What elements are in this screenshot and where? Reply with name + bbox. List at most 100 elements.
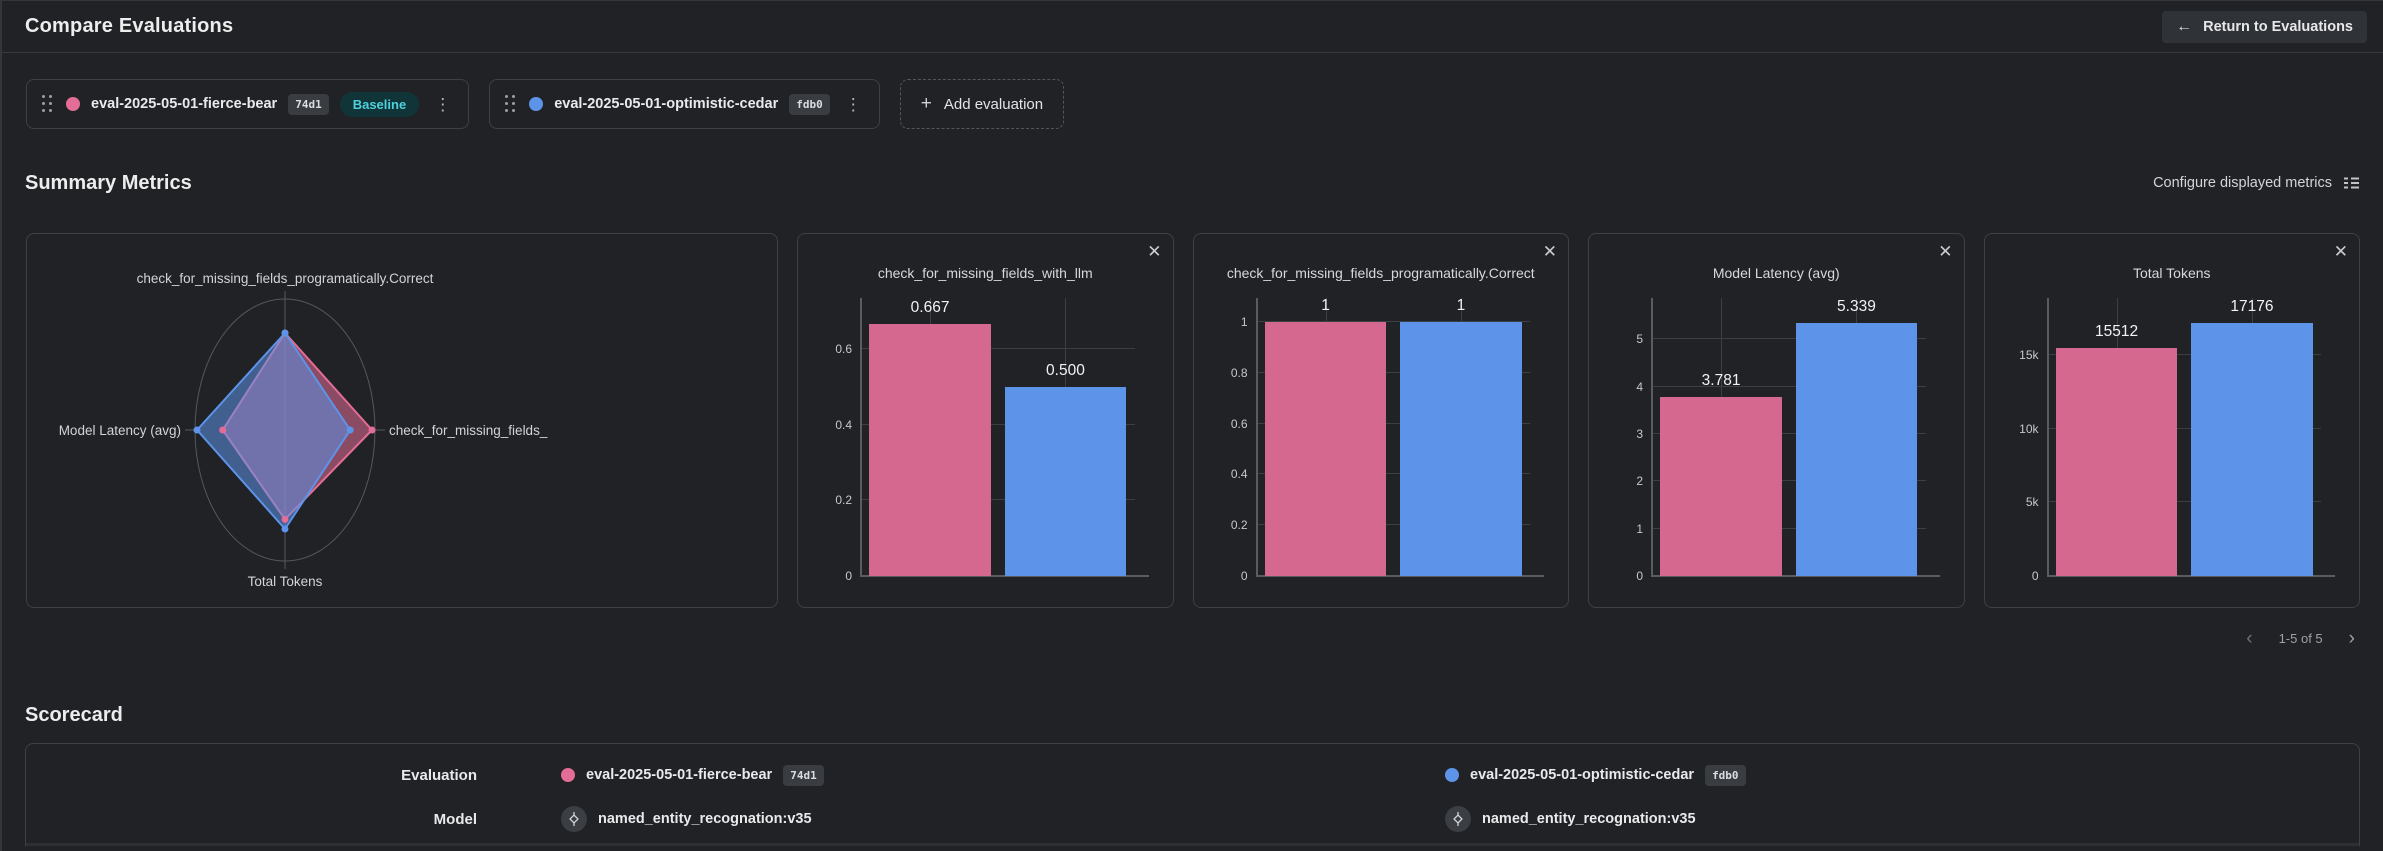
bar-compare bbox=[1795, 323, 1918, 576]
radar-chart-card: check_for_missing_fields_programatically… bbox=[26, 233, 778, 608]
evaluation-color-dot bbox=[1445, 768, 1459, 782]
scorecard-evaluation-cell[interactable]: eval-2025-05-01-fierce-bear 74d1 bbox=[477, 764, 1361, 786]
model-icon bbox=[561, 806, 587, 832]
radar-vertex-dot bbox=[368, 426, 376, 434]
configure-label: Configure displayed metrics bbox=[2153, 175, 2332, 191]
kebab-menu-icon[interactable]: ⋮ bbox=[841, 94, 866, 115]
metric-bar-card: ✕ Model Latency (avg) 0 1 2 3 4 5 3.781 5.339 bbox=[1588, 233, 1965, 608]
metric-card-title: Total Tokens bbox=[2132, 265, 2211, 281]
model-name: named_entity_recognation:v35 bbox=[598, 811, 812, 827]
bar-plot: 0 5k 10k 15k 15512 17176 bbox=[2019, 298, 2335, 583]
y-axis-tick-label: 0 bbox=[2031, 569, 2039, 583]
close-icon[interactable]: ✕ bbox=[2333, 242, 2348, 261]
radar-vertex-dot bbox=[193, 426, 201, 434]
gridline bbox=[1256, 524, 1530, 526]
bar-plot: 0 0.2 0.4 0.6 0.667 0.500 bbox=[835, 298, 1149, 583]
gridline bbox=[2047, 501, 2321, 503]
scorecard-title: Scorecard bbox=[25, 704, 123, 726]
y-axis-line bbox=[860, 298, 862, 576]
model-icon bbox=[1445, 806, 1471, 832]
gridline bbox=[2047, 354, 2321, 356]
radar-vertex-dot bbox=[281, 525, 289, 533]
bar-plot: 0 1 2 3 4 5 3.781 5.339 bbox=[1636, 298, 1940, 583]
scorecard-evaluation-cell[interactable]: eval-2025-05-01-optimistic-cedar fdb0 bbox=[1361, 764, 2359, 786]
y-axis-tick-label: 0.4 bbox=[1230, 467, 1248, 482]
radar-vertex-dot bbox=[281, 515, 289, 523]
pagination-range: 1-5 of 5 bbox=[2278, 630, 2323, 646]
evaluation-name: eval-2025-05-01-fierce-bear bbox=[91, 96, 278, 112]
configure-displayed-metrics-button[interactable]: Configure displayed metrics bbox=[2153, 174, 2360, 192]
scorecard-row-label: Evaluation bbox=[401, 766, 477, 784]
evaluation-color-dot bbox=[561, 768, 575, 782]
y-axis-tick-label: 4 bbox=[1636, 379, 1643, 394]
bar-baseline bbox=[1264, 322, 1387, 576]
y-axis-line bbox=[1651, 298, 1653, 576]
x-axis-line bbox=[860, 575, 1149, 577]
back-arrow-icon: ← bbox=[2176, 17, 2193, 35]
bar-compare bbox=[2191, 323, 2313, 576]
drag-handle-icon[interactable] bbox=[40, 93, 55, 115]
metric-card-title: check_for_missing_fields_programatically… bbox=[1226, 265, 1535, 281]
kebab-menu-icon[interactable]: ⋮ bbox=[430, 94, 455, 115]
page-title: Compare Evaluations bbox=[25, 15, 234, 37]
gridline bbox=[1256, 473, 1530, 475]
gridline bbox=[1652, 338, 1926, 340]
y-axis-tick-label: 3 bbox=[1636, 426, 1643, 441]
bar-baseline bbox=[1660, 396, 1782, 576]
return-to-evaluations-button[interactable]: ← Return to Evaluations bbox=[2162, 10, 2367, 43]
model-name: named_entity_recognation:v35 bbox=[1482, 811, 1696, 827]
radar-axis-label-right: check_for_missing_fields_ bbox=[389, 423, 548, 438]
plus-icon: + bbox=[920, 93, 932, 114]
evaluation-chip-compare[interactable]: eval-2025-05-01-optimistic-cedar fdb0 ⋮ bbox=[489, 79, 880, 129]
bar-value-label: 3.781 bbox=[1701, 371, 1741, 389]
evaluation-hash-badge: 74d1 bbox=[783, 764, 824, 786]
bar-value-label: 5.339 bbox=[1837, 298, 1876, 316]
evaluation-hash-badge: fdb0 bbox=[1705, 764, 1746, 786]
bar-value-label: 1 bbox=[1321, 297, 1330, 315]
metric-bar-card: ✕ Total Tokens 0 5k 10k 15k 15512 17176 bbox=[1983, 233, 2360, 608]
radar-axis-label-bottom: Total Tokens bbox=[248, 574, 323, 589]
close-icon[interactable]: ✕ bbox=[1147, 242, 1162, 261]
pagination-next-icon[interactable]: › bbox=[2348, 627, 2355, 649]
scorecard-model-cell[interactable]: named_entity_recognation:v35 bbox=[1361, 806, 2359, 832]
y-axis-tick-label: 0.2 bbox=[835, 493, 852, 508]
evaluation-color-dot bbox=[529, 97, 544, 111]
gridline bbox=[861, 499, 1135, 501]
close-icon[interactable]: ✕ bbox=[1542, 242, 1557, 261]
y-axis-tick-label: 1 bbox=[1636, 521, 1643, 536]
close-icon[interactable]: ✕ bbox=[1938, 242, 1953, 261]
gridline bbox=[861, 423, 1135, 425]
gridline bbox=[1256, 321, 1530, 323]
drag-handle-icon[interactable] bbox=[503, 93, 518, 115]
y-axis-tick-label: 0.2 bbox=[1230, 518, 1248, 533]
radar-chart: check_for_missing_fields_programatically… bbox=[59, 271, 548, 589]
pagination-prev-icon[interactable]: ‹ bbox=[2246, 627, 2253, 649]
scorecard-model-cell[interactable]: named_entity_recognation:v35 bbox=[477, 806, 1361, 832]
scorecard-row-model: Model named_entity_recognation:v35 bbox=[26, 798, 2359, 840]
baseline-badge: Baseline bbox=[339, 91, 420, 117]
gridline bbox=[1256, 371, 1530, 373]
evaluation-hash-badge: 74d1 bbox=[288, 93, 329, 115]
evaluation-hash-badge: fdb0 bbox=[789, 93, 830, 115]
y-axis-tick-label: 0 bbox=[1240, 569, 1248, 583]
summary-metrics-header: Summary Metrics Configure displayed metr… bbox=[25, 169, 2360, 197]
scorecard-table: Evaluation eval-2025-05-01-fierce-bear 7… bbox=[25, 743, 2360, 846]
bar-baseline bbox=[2055, 347, 2178, 576]
radar-axis-label-left: Model Latency (avg) bbox=[59, 423, 181, 438]
add-evaluation-button[interactable]: + Add evaluation bbox=[899, 79, 1065, 129]
scorecard-row-evaluation: Evaluation eval-2025-05-01-fierce-bear 7… bbox=[26, 752, 2359, 798]
x-axis-line bbox=[1255, 575, 1544, 577]
bar-value-label: 1 bbox=[1456, 297, 1466, 315]
gridline bbox=[2047, 427, 2321, 429]
bar-value-label: 0.500 bbox=[1046, 361, 1085, 379]
bar-plot: 0 0.2 0.4 0.6 0.8 1 1 1 bbox=[1231, 297, 1544, 583]
bar-baseline bbox=[869, 323, 991, 576]
evaluation-chip-baseline[interactable]: eval-2025-05-01-fierce-bear 74d1 Baselin… bbox=[26, 79, 470, 129]
gridline bbox=[1652, 527, 1926, 529]
y-axis-tick-label: 15k bbox=[2019, 348, 2039, 363]
gridline bbox=[1256, 422, 1530, 424]
radar-vertex-dot bbox=[346, 426, 354, 434]
evaluation-chips-row: eval-2025-05-01-fierce-bear 74d1 Baselin… bbox=[26, 79, 2383, 129]
evaluation-name: eval-2025-05-01-optimistic-cedar bbox=[554, 96, 779, 112]
